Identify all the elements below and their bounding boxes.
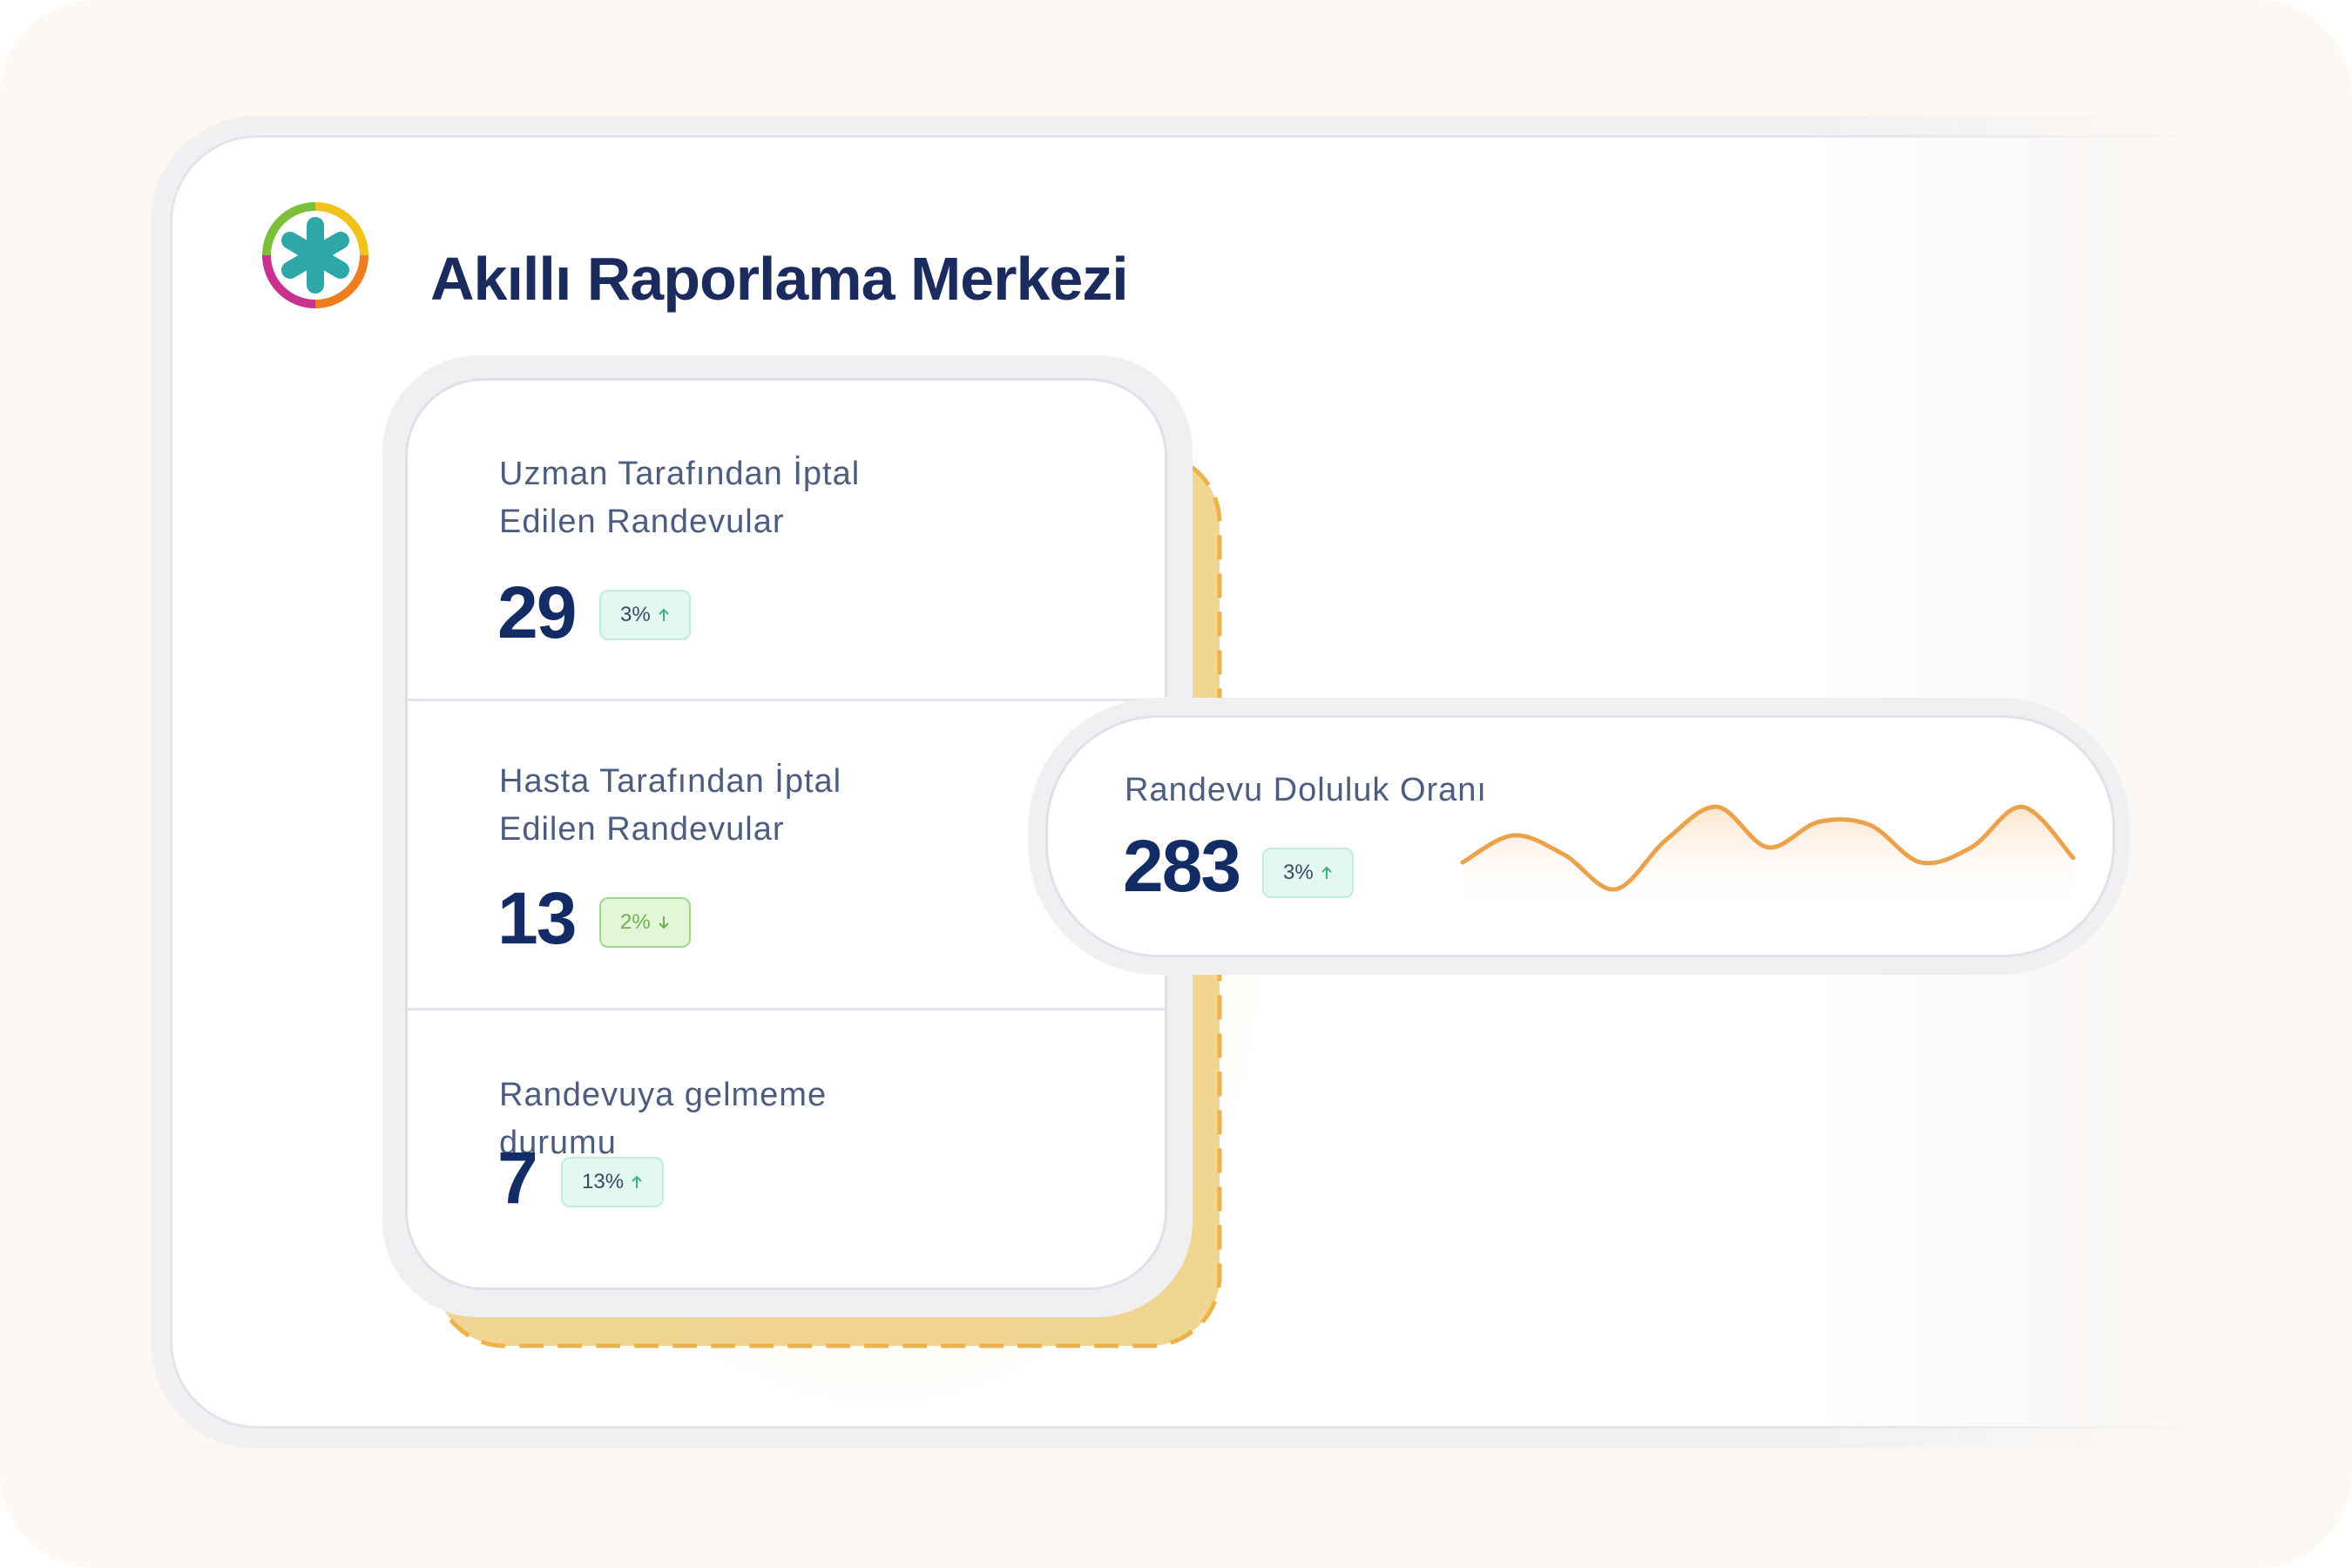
stat-label: Randevuya gelmeme durumu <box>499 1077 828 1161</box>
stat-value: 29 <box>497 571 577 653</box>
occupancy-label: Randevu Doluluk Oranı <box>1125 772 1487 808</box>
trend-arrow <box>658 916 669 929</box>
stat-value: 7 <box>497 1137 538 1219</box>
change-text: 3% <box>1283 861 1314 884</box>
trend-arrow <box>632 1175 642 1188</box>
stat-label: Uzman Tarafından İptal Edilen Randevular <box>499 456 861 540</box>
change-badge: 2% <box>599 897 691 948</box>
change-text: 3% <box>620 603 651 626</box>
change-badge: 3% <box>1262 848 1354 898</box>
stat-label: Hasta Tarafından İptal Edilen Randevular <box>499 763 842 848</box>
change-text: 13% <box>582 1170 625 1193</box>
divider <box>408 1008 1165 1010</box>
divider <box>408 699 1165 701</box>
change-text: 2% <box>620 910 651 934</box>
occupancy-value: 283 <box>1123 825 1241 907</box>
app-title: Akıllı Raporlama Merkezi <box>430 245 1129 313</box>
stat-value: 13 <box>497 877 577 959</box>
change-badge: 3% <box>599 590 691 640</box>
logo <box>262 202 368 308</box>
trend-arrow <box>1321 866 1332 879</box>
change-badge: 13% <box>561 1157 665 1207</box>
trend-arrow <box>658 608 669 621</box>
